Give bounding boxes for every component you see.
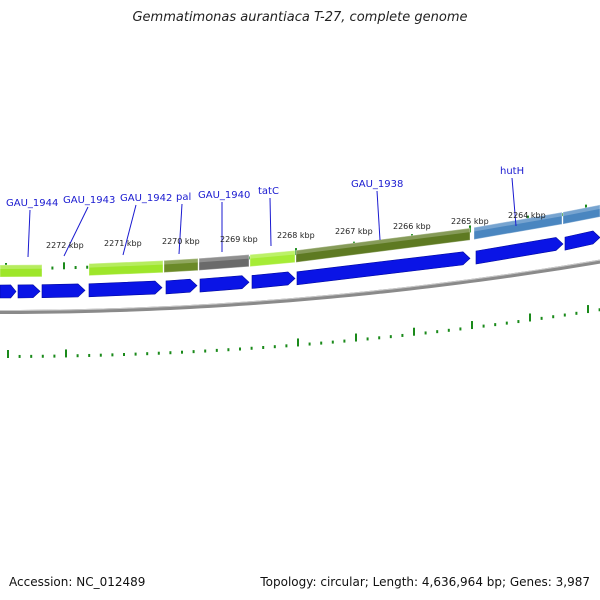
label-leader-line (122, 204, 137, 256)
feature-block-olive-1 (163, 257, 199, 274)
label-leader-line (269, 197, 272, 247)
inner-tick-track (7, 305, 600, 358)
feature-block-highlight (250, 250, 295, 259)
cds-arrow (88, 280, 163, 298)
tick-label-2268: 2268 kbp (277, 231, 315, 240)
gene-label-gau-1942: GAU_1942 (120, 193, 172, 204)
kbp-tick-labels: 2272 kbp 2271 kbp 2270 kbp 2269 kbp 2268… (46, 211, 546, 250)
feature-block-lightgreen-1 (0, 264, 43, 278)
feature-block-highlight (0, 264, 42, 269)
accession-text: Accession: NC_012489 (9, 575, 146, 589)
genome-backbone (0, 259, 600, 314)
tick-label-2269: 2269 kbp (220, 235, 258, 244)
feature-block-lightgreen-3 (249, 249, 296, 268)
gene-label-tatc: tatC (258, 186, 279, 197)
label-leader-line (178, 203, 183, 255)
gene-label-gau-1940: GAU_1940 (198, 190, 250, 201)
label-leader-line (376, 190, 381, 241)
map-title: Gemmatimonas aurantiaca T-27, complete g… (132, 10, 468, 25)
feature-block-highlight (563, 204, 600, 217)
tick-label-2266: 2266 kbp (393, 222, 431, 231)
tick-label-2272: 2272 kbp (46, 241, 84, 250)
cds-arrow (0, 284, 17, 299)
feature-block-highlight (474, 212, 562, 232)
feature-block-highlight (296, 228, 470, 255)
feature-block-gray (198, 254, 250, 271)
backbone-highlight (0, 259, 600, 311)
cds-track (0, 230, 600, 299)
gene-label-gau-1943: GAU_1943 (63, 195, 115, 206)
feature-block-highlight (89, 260, 163, 268)
backbone-arc (0, 259, 600, 314)
tick-label-2264: 2264 kbp (508, 211, 546, 220)
feature-block-highlight (164, 258, 198, 265)
label-leader-line (511, 177, 517, 227)
feature-block-lightgreen-2 (88, 260, 164, 277)
feature-block-olive-2 (295, 227, 471, 263)
tick-label-2267: 2267 kbp (335, 227, 373, 236)
gene-label-pal: pal (176, 192, 191, 203)
feature-block-highlight (199, 254, 249, 263)
gene-labels: GAU_1944 GAU_1943 GAU_1942 pal GAU_1940 … (6, 166, 524, 209)
cds-arrow (296, 251, 471, 286)
label-leader-line (63, 206, 89, 257)
cds-arrow (251, 271, 296, 289)
cds-arrow (475, 237, 564, 265)
feature-block-steelblue (473, 211, 563, 241)
cds-arrow (564, 230, 600, 251)
label-leader-lines (27, 177, 517, 258)
gene-label-huth: hutH (500, 166, 524, 177)
gene-label-gau-1938: GAU_1938 (351, 179, 403, 190)
label-leader-line (27, 209, 31, 258)
gene-label-gau-1944: GAU_1944 (6, 198, 58, 209)
tick-label-2270: 2270 kbp (162, 237, 200, 246)
cds-arrow (17, 284, 41, 299)
tick-label-2265: 2265 kbp (451, 217, 489, 226)
feature-block-steelblue (562, 204, 600, 225)
cds-arrow (199, 275, 250, 293)
tick-label-2271: 2271 kbp (104, 239, 142, 248)
feature-track (0, 204, 600, 278)
cds-arrow (41, 283, 86, 299)
genome-summary-text: Topology: circular; Length: 4,636,964 bp… (260, 575, 590, 589)
cds-arrow (165, 278, 198, 295)
